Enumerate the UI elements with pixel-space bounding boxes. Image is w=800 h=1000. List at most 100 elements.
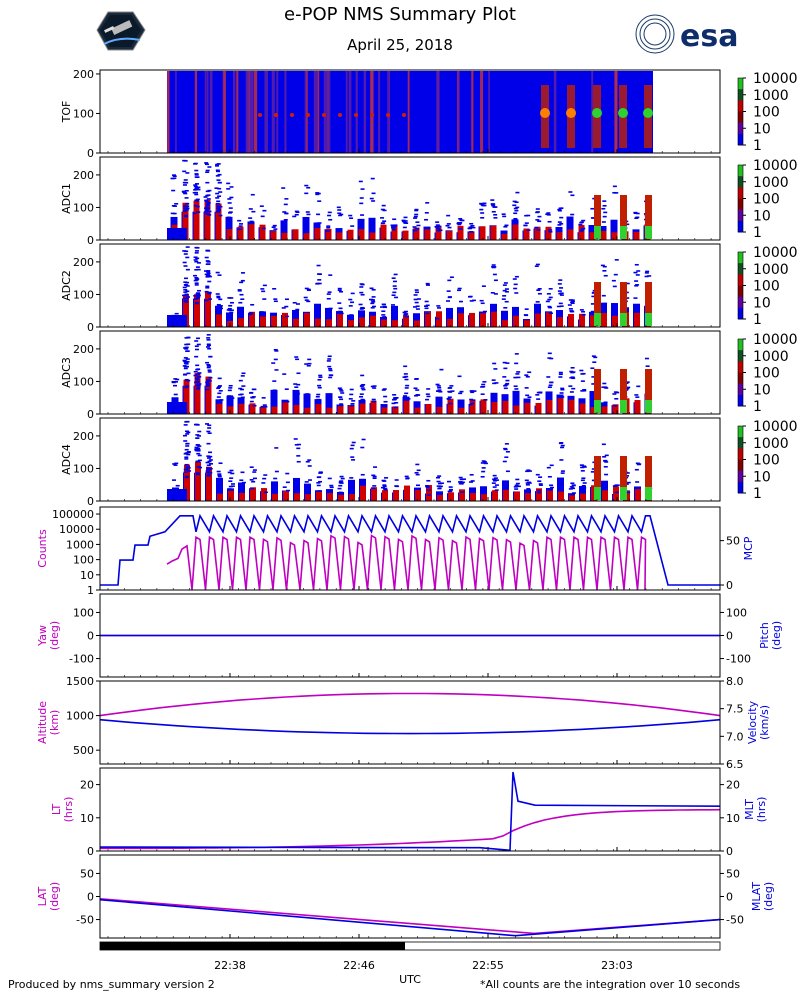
adc-heatmap-dash xyxy=(645,270,650,273)
adc-heatmap-dash xyxy=(206,271,211,273)
adc-heatmap-dash xyxy=(479,203,484,205)
adc-heatmap-dash xyxy=(644,357,649,360)
adc-heatmap-dash xyxy=(228,384,233,387)
adc-heatmap-core xyxy=(358,229,365,240)
adc-heatmap-core xyxy=(437,494,443,501)
adc-heatmap-dash xyxy=(293,438,298,440)
adc-heatmap-dash xyxy=(581,227,586,230)
y2-axis-label-line: MLAT xyxy=(750,882,763,912)
adc-heatmap-dash xyxy=(547,386,552,389)
adc-heatmap-dash xyxy=(391,228,396,231)
adc-heatmap-dash xyxy=(481,383,486,386)
adc-heatmap-core xyxy=(568,399,575,414)
adc-heatmap-dash xyxy=(560,472,565,474)
adc-heatmap-dash xyxy=(581,477,586,480)
adc-heatmap-dash xyxy=(240,483,245,486)
adc-heatmap-dash xyxy=(546,376,551,378)
adc-heatmap-dash xyxy=(582,465,587,467)
adc-heatmap-dash xyxy=(635,284,640,286)
adc-heatmap-dash xyxy=(284,298,289,301)
adc-heatmap-dash xyxy=(307,465,312,467)
adc-heatmap-dash xyxy=(217,187,222,190)
adc-heatmap-core xyxy=(347,229,354,240)
adc-heatmap-core xyxy=(414,407,421,414)
adc-heatmap-dash xyxy=(216,396,221,398)
adc-heatmap-dash xyxy=(402,376,407,378)
adc-heatmap-dash xyxy=(633,306,638,309)
y-tick-label: 100 xyxy=(73,107,94,120)
adc-heatmap-dash xyxy=(186,453,191,456)
colorbar-tick-label: 1 xyxy=(753,138,762,154)
adc-heatmap-dash xyxy=(515,478,520,481)
adc-heatmap-column xyxy=(611,303,618,327)
adc-heatmap-dash xyxy=(636,270,641,272)
colorbar-tick-label: 1000 xyxy=(753,436,789,452)
adc-heatmap-dash xyxy=(570,493,575,496)
adc-heatmap-dash xyxy=(262,477,267,480)
adc-heatmap-dash xyxy=(283,219,288,221)
adc-heatmap-dash xyxy=(217,473,222,475)
adc-heatmap-dash xyxy=(414,472,419,474)
y-tick-label: 0 xyxy=(87,321,94,334)
adc-heatmap-dash xyxy=(602,215,607,218)
adc-heatmap-dash xyxy=(547,305,552,308)
colorbar-segment xyxy=(738,78,743,90)
adc-heatmap-dash xyxy=(570,366,575,369)
adc-heatmap-column xyxy=(304,483,311,501)
adc-heatmap-dash xyxy=(185,172,190,174)
tof-heatmap-stripe xyxy=(175,71,177,153)
adc-heatmap-dash xyxy=(547,220,552,223)
footer-credit: Produced by nms_summary version 2 xyxy=(8,978,215,991)
adc-heatmap-dash xyxy=(504,456,509,459)
adc-heatmap-dash xyxy=(512,204,517,207)
y-tick-label: 10 xyxy=(80,812,94,825)
adc-heatmap-dash xyxy=(557,208,562,211)
adc-heatmap-core xyxy=(457,225,464,240)
adc-heatmap-dash xyxy=(560,444,565,447)
y2-axis-label-line: (km/s) xyxy=(758,705,771,740)
adc-heatmap-dash xyxy=(413,294,418,296)
adc-heatmap-dash xyxy=(383,488,388,491)
adc-heatmap-dash xyxy=(580,228,585,231)
adc-heatmap-column xyxy=(314,303,321,327)
colorbar-tick-label: 10000 xyxy=(753,245,798,261)
y2-axis-label-line: (deg) xyxy=(762,882,775,911)
adc-heatmap-dash xyxy=(193,259,198,261)
adc-heatmap-dash xyxy=(292,301,297,304)
adc-heatmap-dash xyxy=(391,294,396,297)
y-axis-label-line: Altitude xyxy=(36,701,49,744)
adc-heatmap-dash xyxy=(185,385,190,387)
adc-heatmap-dash xyxy=(414,291,419,294)
adc-heatmap-dash xyxy=(626,386,631,389)
adc-heatmap-column xyxy=(226,312,233,327)
adc-heatmap-dash xyxy=(382,316,387,318)
colorbar-segment xyxy=(738,198,743,211)
adc-heatmap-dash xyxy=(305,211,310,213)
adc-heatmap-dash xyxy=(514,275,519,278)
adc-heatmap-dash xyxy=(195,186,200,189)
adc-heatmap-dash xyxy=(195,297,200,299)
adc-heatmap-dash xyxy=(602,382,607,385)
adc-heatmap-dash xyxy=(469,300,474,302)
adc-heatmap-core xyxy=(491,401,498,414)
adc-heatmap-dash xyxy=(514,209,519,212)
adc-heatmap-dash xyxy=(228,387,233,389)
adc-heatmap-dash xyxy=(338,484,343,487)
adc-heatmap-dash xyxy=(183,471,188,473)
adc-heatmap-dash xyxy=(457,289,462,292)
adc-heatmap-dash xyxy=(205,361,210,364)
adc-heatmap-dash xyxy=(326,297,331,300)
adc-heatmap-core xyxy=(436,406,443,414)
colorbar-tick-label: 100 xyxy=(753,453,780,469)
adc-heatmap-dash xyxy=(523,314,528,316)
adc-heatmap-dash xyxy=(284,212,289,215)
adc-heatmap-dash xyxy=(567,304,572,306)
adc-heatmap-dash xyxy=(185,290,190,293)
adc-heatmap-dash xyxy=(527,371,532,374)
adc-heatmap-dash xyxy=(304,184,309,187)
adc-heatmap-dash xyxy=(559,459,564,461)
adc-heatmap-dash xyxy=(425,202,430,204)
adc-heatmap-dash xyxy=(318,376,323,378)
adc-heatmap-dash xyxy=(194,377,199,380)
adc-heatmap-dash xyxy=(513,207,518,210)
